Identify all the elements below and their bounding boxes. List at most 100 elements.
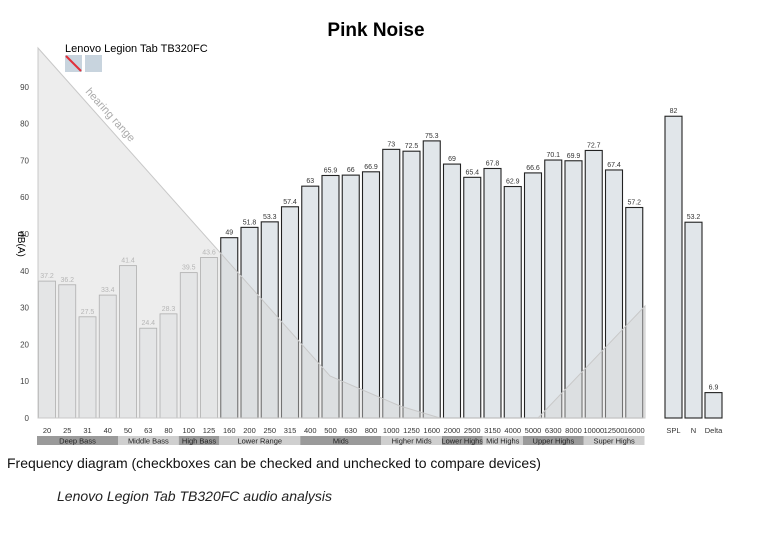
frequency-chart: Pink Noise Lenovo Legion Tab TB320FC 0 10… — [15, 20, 723, 446]
figure-caption: Frequency diagram (checkboxes can be che… — [7, 455, 541, 471]
x-tick-label: 125 — [203, 426, 216, 435]
band-segment — [118, 436, 179, 445]
bar-value-label: 69.9 — [567, 153, 581, 160]
x-tick-label: 4000 — [504, 426, 521, 435]
bar-value-label: 51.8 — [243, 219, 257, 226]
x-tick-label: 40 — [104, 426, 112, 435]
bar-value-label: 69 — [448, 156, 456, 163]
x-tick-label: 315 — [284, 426, 297, 435]
x-tick-label: 10000 — [583, 426, 604, 435]
x-tick-label: 1250 — [403, 426, 420, 435]
x-tick-label: 50 — [124, 426, 132, 435]
bar-value-label: 57.4 — [283, 199, 297, 206]
device-checkbox-checked[interactable] — [65, 55, 82, 72]
x-tick-label: 12500 — [604, 426, 625, 435]
bar-value-label: 27.5 — [81, 309, 95, 316]
band-label: Deep Bass — [59, 437, 96, 446]
x-tick-label: 80 — [164, 426, 172, 435]
band-label: Lower Range — [237, 437, 282, 446]
bar-value-label: 72.5 — [405, 143, 419, 150]
x-tick-label: 250 — [263, 426, 276, 435]
bar-value-label: 57.2 — [627, 200, 641, 207]
band-label: High Bass — [182, 437, 216, 446]
x-tick-label: 1000 — [383, 426, 400, 435]
summary-tick-label: N — [691, 426, 696, 435]
bar-value-label: 28.3 — [162, 306, 176, 313]
bar-1000 — [382, 148, 401, 419]
figure-subcaption: Lenovo Legion Tab TB320FC audio analysis — [57, 488, 333, 504]
y-tick-label: 30 — [20, 304, 29, 313]
summary-tick-label: Delta — [705, 426, 723, 435]
bar-6300 — [544, 159, 563, 419]
x-tick-label: 630 — [344, 426, 357, 435]
bar-value-label: 75.3 — [425, 133, 439, 140]
bar-value-label: 66 — [347, 167, 355, 174]
y-tick-label: 20 — [20, 340, 29, 349]
bar-value-label: 53.3 — [263, 214, 277, 221]
y-tick-label: 10 — [20, 377, 29, 386]
x-tick-label: 63 — [144, 426, 152, 435]
x-tick-label: 3150 — [484, 426, 501, 435]
bar-3150 — [483, 167, 502, 419]
x-tick-label: 31 — [83, 426, 91, 435]
bar-value-label: 72.7 — [587, 142, 601, 149]
band-label: Upper Highs — [533, 437, 575, 446]
x-tick-label: 25 — [63, 426, 71, 435]
x-tick-label: 100 — [182, 426, 195, 435]
x-tick-label: 16000 — [624, 426, 645, 435]
bar-value-label: 49 — [225, 230, 233, 237]
x-tick-label: 200 — [243, 426, 256, 435]
bar-value-label: 67.4 — [607, 162, 621, 169]
band-segment — [219, 436, 301, 445]
bar-value-label: 67.8 — [486, 160, 500, 167]
band-segment — [178, 436, 220, 445]
bar-value-label: 43.6 — [202, 250, 216, 257]
bar-value-label: 66.9 — [364, 164, 378, 171]
y-tick-label: 70 — [20, 156, 29, 165]
y-tick-label: 60 — [20, 193, 29, 202]
x-tick-label: 1600 — [423, 426, 440, 435]
bar-value-label: 65.9 — [324, 167, 338, 174]
band-label: Lower Highs — [441, 437, 483, 446]
device-checkbox[interactable] — [85, 55, 102, 72]
bar-value-label: 24.4 — [141, 320, 155, 327]
summary-bar-N — [684, 221, 703, 419]
bar-value-label: 65.4 — [465, 169, 479, 176]
x-tick-label: 2500 — [464, 426, 481, 435]
bar-value-label: 37.2 — [40, 273, 54, 280]
bar-2500 — [463, 176, 482, 419]
bar-value-label: 39.5 — [182, 265, 196, 272]
bar-1250 — [402, 150, 421, 419]
bar-value-label: 63 — [306, 178, 314, 185]
bar-value-label: 33.4 — [101, 287, 115, 294]
x-tick-label: 5000 — [525, 426, 542, 435]
band-segment — [442, 436, 483, 445]
x-tick-label: 2000 — [444, 426, 461, 435]
band-label: Mid Highs — [486, 437, 520, 446]
band-label: Mids — [333, 437, 349, 446]
x-tick-label: 500 — [324, 426, 337, 435]
band-label: Super Highs — [593, 437, 635, 446]
band-segment — [482, 436, 523, 445]
summary-tick-label: SPL — [666, 426, 680, 435]
bar-2000 — [442, 163, 462, 419]
summary-bar-Delta — [704, 392, 723, 419]
bar-value-label: 41.4 — [121, 258, 135, 265]
band-segment — [583, 436, 645, 445]
band-segment — [523, 436, 584, 445]
y-tick-label: 0 — [25, 414, 30, 423]
chart-title: Pink Noise — [327, 20, 424, 41]
bar-800 — [361, 171, 381, 419]
band-segment — [37, 436, 118, 445]
bar-5000 — [523, 172, 543, 419]
x-tick-label: 20 — [43, 426, 51, 435]
bar-value-label: 62.9 — [506, 179, 520, 186]
bar-value-label: 66.6 — [526, 165, 540, 172]
y-axis-label: dB(A) — [15, 231, 26, 257]
band-label: Middle Bass — [128, 437, 169, 446]
summary-value-label: 53.2 — [687, 214, 701, 221]
bar-value-label: 36.2 — [60, 277, 74, 284]
x-tick-label: 160 — [223, 426, 236, 435]
band-segment — [300, 436, 382, 445]
x-tick-label: 6300 — [545, 426, 562, 435]
